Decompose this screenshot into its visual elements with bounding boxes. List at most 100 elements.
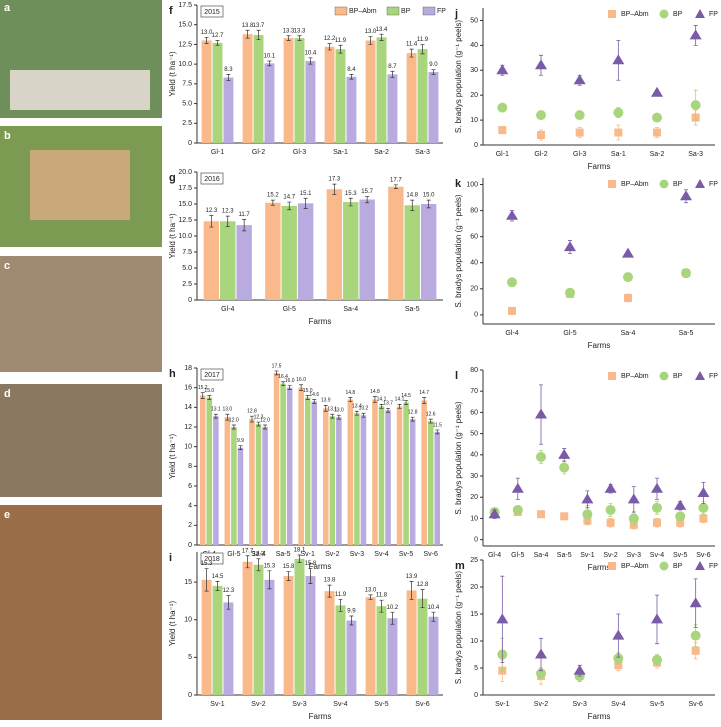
bar bbox=[388, 186, 404, 300]
error-bar bbox=[338, 599, 343, 612]
x-tick-label: Gl-2 bbox=[534, 151, 547, 158]
marker-triangle bbox=[627, 493, 640, 504]
x-tick-label: Sa-4 bbox=[621, 330, 636, 337]
x-tick-label: Sv-2 bbox=[325, 551, 340, 558]
legend-swatch bbox=[659, 9, 669, 19]
y-tick-label: 2.5 bbox=[182, 120, 192, 127]
bar bbox=[253, 564, 264, 695]
x-tick-label: Sa-5 bbox=[276, 551, 291, 558]
marker-square bbox=[606, 518, 615, 527]
error-bar bbox=[286, 35, 291, 41]
panel-label: h bbox=[169, 368, 176, 380]
marker-square bbox=[691, 646, 700, 655]
bar bbox=[206, 397, 213, 545]
value-label: 13.8 bbox=[324, 578, 336, 584]
bar bbox=[223, 77, 234, 143]
marker-triangle bbox=[651, 482, 663, 493]
bar bbox=[360, 415, 367, 545]
error-bar bbox=[303, 197, 308, 209]
marker-circle bbox=[628, 513, 639, 524]
chart-title: 2017 bbox=[204, 372, 220, 379]
legend-swatch bbox=[659, 179, 669, 189]
bar bbox=[326, 189, 343, 300]
marker-square bbox=[699, 514, 708, 523]
value-label: 11.5 bbox=[433, 422, 443, 428]
error-bar bbox=[409, 581, 414, 600]
legend-label: BP–Abm bbox=[621, 181, 649, 188]
bar bbox=[264, 579, 275, 695]
x-axis-label: Farms bbox=[588, 341, 611, 350]
error-bar bbox=[308, 568, 313, 584]
bar bbox=[231, 427, 237, 545]
marker-circle bbox=[613, 107, 624, 118]
marker-square bbox=[624, 293, 632, 302]
x-tick-label: Sa-4 bbox=[534, 552, 549, 559]
value-label: 13.1 bbox=[327, 407, 337, 413]
y-tick-label: 100 bbox=[466, 181, 478, 188]
error-bar bbox=[379, 33, 384, 41]
error-bar bbox=[299, 384, 304, 391]
error-bar bbox=[286, 571, 291, 581]
panel-label: f bbox=[169, 5, 173, 17]
error-bar bbox=[287, 385, 292, 390]
error-bar bbox=[330, 413, 335, 419]
legend-swatch bbox=[659, 371, 669, 381]
chart-title: 2015 bbox=[204, 9, 220, 16]
y-axis-label: S. bradys population (g⁻¹ peels) bbox=[454, 571, 463, 685]
error-bar bbox=[390, 611, 395, 625]
marker-square bbox=[508, 306, 516, 315]
legend-label: BP bbox=[673, 11, 683, 18]
y-tick-label: 80 bbox=[470, 207, 478, 214]
x-tick-label: Sv-2 bbox=[251, 701, 266, 708]
legend-swatch bbox=[608, 562, 616, 570]
y-tick-label: 7.5 bbox=[182, 81, 192, 88]
y-tick-label: 10 bbox=[470, 638, 478, 645]
bar bbox=[406, 53, 417, 143]
error-bar bbox=[420, 589, 425, 609]
value-label: 13.8 bbox=[242, 23, 254, 29]
y-tick-label: 20 bbox=[470, 584, 478, 591]
y-tick-label: 20 bbox=[470, 494, 478, 501]
value-label: 15.8 bbox=[283, 564, 295, 570]
value-label: 13.0 bbox=[222, 407, 232, 413]
error-bar bbox=[267, 570, 272, 590]
marker-circle bbox=[613, 653, 624, 664]
y-tick-label: 10 bbox=[470, 515, 478, 522]
error-bar bbox=[225, 413, 230, 421]
value-label: 11.9 bbox=[335, 592, 347, 598]
legend-label: BP bbox=[673, 563, 683, 570]
value-label: 15.0 bbox=[204, 388, 214, 394]
marker-square bbox=[653, 518, 661, 527]
bar bbox=[406, 590, 417, 695]
marker-triangle bbox=[689, 597, 702, 608]
error-bar bbox=[349, 615, 354, 626]
value-label: 13.0 bbox=[365, 587, 377, 593]
marker-circle bbox=[652, 654, 662, 665]
legend-swatch bbox=[659, 561, 669, 571]
y-tick-label: 60 bbox=[470, 409, 478, 416]
x-tick-label: Sv-6 bbox=[415, 701, 430, 708]
marker-triangle bbox=[535, 408, 547, 419]
value-label: 13.3 bbox=[294, 28, 306, 34]
value-label: 14.5 bbox=[401, 393, 411, 399]
bar bbox=[264, 63, 275, 143]
value-label: 14.1 bbox=[395, 397, 405, 403]
bar bbox=[294, 38, 305, 144]
error-bar bbox=[349, 74, 354, 80]
bar bbox=[427, 421, 434, 545]
error-bar bbox=[397, 404, 402, 409]
bar bbox=[396, 406, 403, 545]
bar bbox=[403, 402, 409, 545]
x-tick-label: Gl-3 bbox=[293, 149, 306, 156]
y-axis-label: S. bradys population (g⁻¹ peels) bbox=[454, 401, 463, 515]
y-tick-label: 17.5 bbox=[178, 2, 192, 9]
y-tick-label: 5 bbox=[474, 665, 478, 672]
bar bbox=[224, 417, 231, 545]
marker-triangle bbox=[488, 508, 501, 519]
marker-circle bbox=[512, 504, 523, 515]
marker-circle bbox=[497, 102, 508, 113]
error-bar bbox=[332, 183, 337, 195]
error-bar bbox=[242, 219, 247, 232]
y-tick-label: 0 bbox=[474, 142, 478, 149]
value-label: 17.7 bbox=[390, 177, 402, 183]
